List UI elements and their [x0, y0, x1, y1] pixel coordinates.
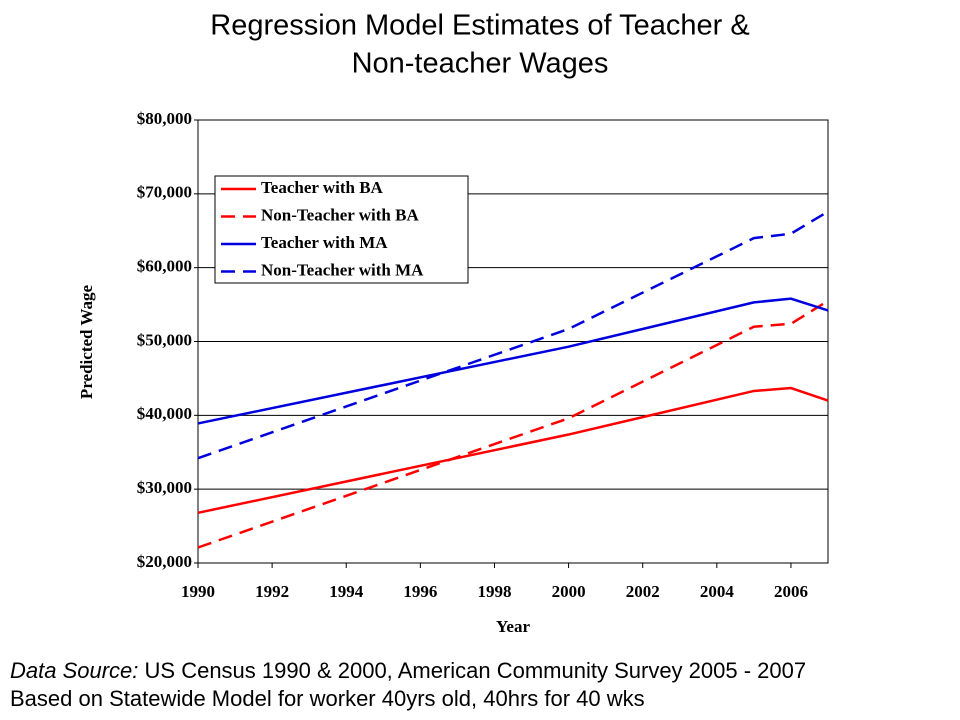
legend-label: Teacher with BA: [261, 178, 384, 197]
x-tick-label: 1998: [477, 582, 511, 601]
x-tick-label: 1994: [329, 582, 364, 601]
y-tick-label: $80,000: [137, 109, 192, 128]
footnote-label: Data Source:: [10, 658, 138, 683]
y-tick-label: $20,000: [137, 552, 192, 571]
x-tick-label: 2006: [774, 582, 808, 601]
y-tick-label: $40,000: [137, 404, 192, 423]
legend-label: Non-Teacher with BA: [261, 205, 419, 224]
x-tick-label: 1996: [403, 582, 437, 601]
plot-frame: [197, 119, 829, 564]
x-tick-label: 1992: [255, 582, 289, 601]
y-tick-label: $30,000: [137, 478, 192, 497]
y-tick-label: $50,000: [137, 330, 192, 349]
footnote: Based on Statewide Model for worker 40yr…: [10, 686, 645, 711]
x-tick-label: 2002: [626, 582, 660, 601]
legend-label: Non-Teacher with MA: [261, 260, 424, 279]
series-line: [197, 210, 829, 460]
x-tick-label: 2000: [552, 582, 586, 601]
chart-title: Regression Model Estimates of Teacher &: [210, 10, 749, 42]
legend-label: Teacher with MA: [261, 233, 388, 252]
chart-title: Non-teacher Wages: [352, 48, 609, 80]
x-tick-label: 2004: [700, 582, 735, 601]
y-axis-label: Predicted Wage: [77, 284, 96, 399]
legend-box: [214, 175, 469, 284]
series-line: [197, 299, 829, 549]
y-tick-label: $70,000: [137, 183, 192, 202]
footnote: Data Source: US Census 1990 & 2000, Amer…: [10, 658, 806, 683]
y-tick-label: $60,000: [137, 257, 192, 276]
series-line: [197, 297, 829, 425]
series-line: [197, 386, 829, 515]
footnote-text: US Census 1990 & 2000, American Communit…: [138, 658, 806, 683]
x-tick-label: 1990: [181, 582, 215, 601]
x-axis-label: Year: [496, 617, 530, 636]
